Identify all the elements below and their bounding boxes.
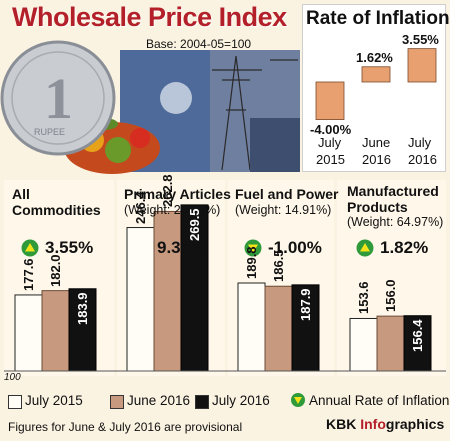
legend-swatch-july-2015 <box>8 395 22 409</box>
category-weight-3: (Weight: 64.97%) <box>347 215 444 229</box>
bar-2-2 <box>291 284 320 372</box>
legend-july-2015: July 2015 <box>25 393 83 408</box>
credit: KBK Infographics <box>326 416 444 432</box>
inflation-cat-month-1: June <box>362 135 391 150</box>
rate-arrow-up-icon-0 <box>25 243 35 252</box>
category-weight-1: (Weight: 20.12%) <box>124 203 221 217</box>
inflation-bar-1 <box>361 66 391 83</box>
base-note: Base: 2004-05=100 <box>146 37 252 51</box>
credit-graphics: graphics <box>385 416 445 432</box>
legend-swatch-july-2016 <box>195 395 209 409</box>
bar-0-2 <box>68 288 97 372</box>
legend-inflation-triangle <box>294 397 302 404</box>
inflation-cat-year-0: 2015 <box>316 152 345 167</box>
inflation-value-0: -4.00% <box>310 121 352 137</box>
rate-arrow-up-icon-3 <box>360 243 370 252</box>
power-tower-icon <box>212 55 298 171</box>
inflation-title: Rate of Inflation <box>306 8 450 29</box>
category-name-0-0: All <box>12 186 30 202</box>
category-name-0-1: Commodities <box>12 202 101 218</box>
legend-annual-rate: Annual Rate of Inflation <box>309 393 450 408</box>
welder-sparks <box>160 82 192 114</box>
category-name-2-0: Fuel and Power <box>235 186 339 202</box>
credit-info: Info <box>360 416 386 432</box>
y-floor-label: 100 <box>4 372 21 383</box>
category-rate-0: 3.55% <box>45 238 94 257</box>
bar-3-1 <box>376 315 405 372</box>
inflation-cat-month-2: July <box>408 135 432 150</box>
inflation-bar-2 <box>407 48 437 83</box>
legend-june-2016: June 2016 <box>127 393 191 408</box>
inflation-value-1: 1.62% <box>356 49 393 65</box>
bar-3-2 <box>403 315 432 372</box>
category-name-3-0: Manufactured <box>347 183 439 199</box>
inflation-value-2: 3.55% <box>402 31 439 47</box>
rupee-coin-icon: 1 RUPEE <box>0 40 116 156</box>
category-weight-2: (Weight: 14.91%) <box>235 203 332 217</box>
chart-title: Wholesale Price Index <box>12 2 287 32</box>
category-name-3-1: Products <box>347 199 408 215</box>
bar-1-2 <box>180 204 209 372</box>
credit-kbk: KBK <box>326 416 361 432</box>
legend-swatch-june-2016 <box>110 395 124 409</box>
category-rate-1: 9.38% <box>157 238 206 257</box>
rate-arrow-down-icon-2 <box>248 244 258 253</box>
category-name-1-0: Primary Articles <box>124 186 231 202</box>
svg-text:RUPEE: RUPEE <box>34 127 65 137</box>
footnote: Figures for June & July 2016 are provisi… <box>8 420 243 434</box>
fuel-nozzle-photo <box>250 118 300 172</box>
inflation-cat-month-0: July <box>318 135 342 150</box>
inflation-cat-year-1: 2016 <box>362 152 391 167</box>
category-rate-3: 1.82% <box>380 238 429 257</box>
bar-0-1 <box>41 290 70 372</box>
inflation-bar-0 <box>315 81 345 120</box>
category-rate-2: -1.00% <box>268 238 322 257</box>
legend-july-2016: July 2016 <box>212 393 270 408</box>
svg-text:1: 1 <box>44 66 73 131</box>
bar-2-1 <box>264 285 293 372</box>
bar-3-0 <box>349 317 378 372</box>
inflation-cat-year-2: 2016 <box>408 152 437 167</box>
